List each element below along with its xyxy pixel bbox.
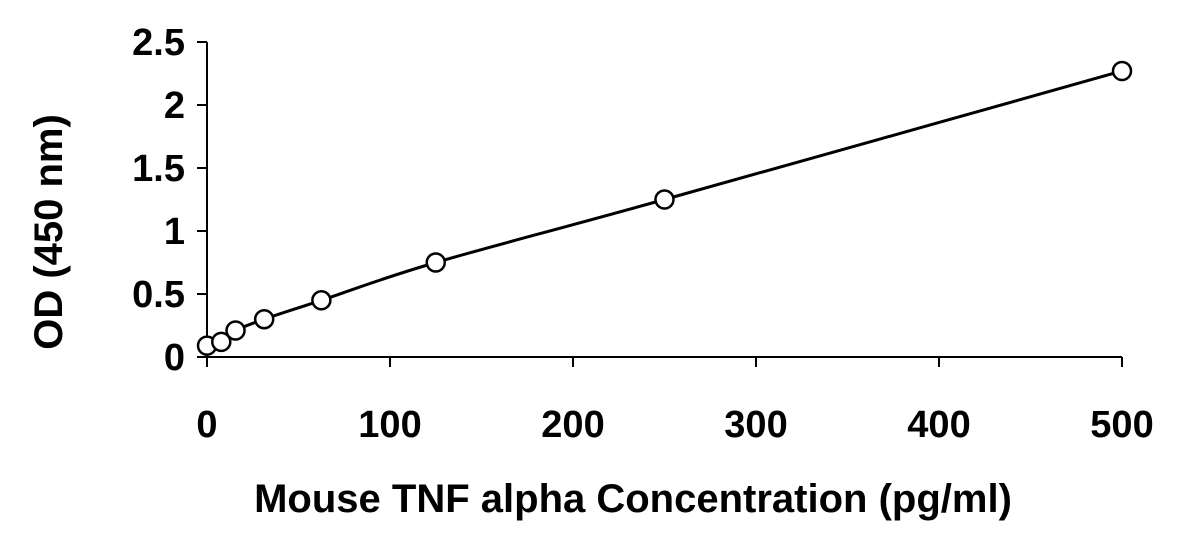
x-tick-label: 500 (1090, 404, 1153, 446)
x-tick-label: 200 (541, 404, 604, 446)
y-tick-label: 1.5 (132, 148, 185, 190)
data-point (211, 331, 232, 353)
y-tick-label: 1 (164, 211, 185, 253)
axes (206, 42, 1122, 358)
y-tick-label: 2.5 (132, 22, 185, 64)
data-point (1111, 60, 1133, 82)
y-tick-label: 0.5 (132, 274, 185, 316)
x-tick-label: 300 (724, 404, 787, 446)
y-axis-title: OD (450 nm) (27, 114, 71, 350)
x-tick-label: 400 (907, 404, 970, 446)
y-ticks: 0 0.5 1 1.5 2 2.5 (132, 22, 207, 379)
data-points (196, 60, 1133, 356)
y-tick-label: 2 (164, 85, 185, 127)
data-point (654, 189, 675, 210)
data-point (253, 308, 275, 330)
data-point (311, 290, 332, 311)
data-point (225, 320, 246, 341)
data-point (425, 252, 446, 273)
x-axis-title: Mouse TNF alpha Concentration (pg/ml) (254, 477, 1012, 521)
x-tick-label: 0 (196, 404, 217, 446)
x-tick-label: 100 (358, 404, 421, 446)
y-tick-label: 0 (164, 337, 185, 379)
x-ticks: 0 100 200 300 400 500 (196, 357, 1154, 446)
